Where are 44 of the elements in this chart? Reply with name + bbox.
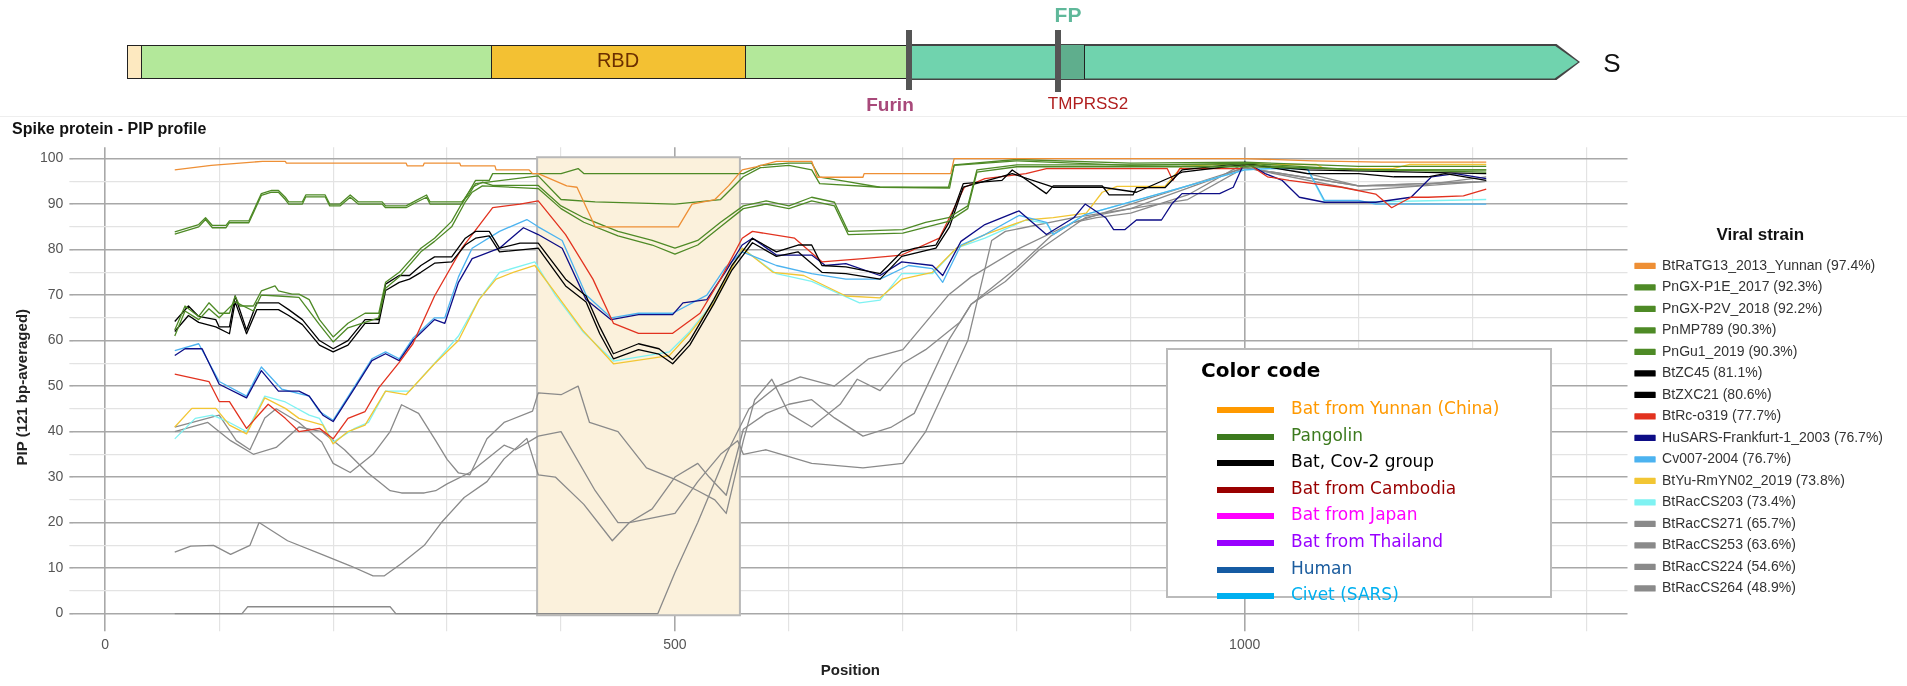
annotation: Pangolin — [1291, 424, 1364, 445]
annotation: Civet (SARS) — [1291, 584, 1399, 605]
legend-title: Viral strain — [1716, 225, 1805, 245]
x-axis-title: Position — [820, 661, 881, 679]
x-tick-label: 0 — [101, 636, 110, 653]
legend-label: BtRacCS224 (54.6%) — [1662, 557, 1796, 574]
annotation: Bat from Thailand — [1291, 531, 1444, 551]
y-tick-label: 90 — [47, 194, 64, 211]
y-tick-label: 10 — [47, 558, 64, 575]
y-axis-title: PIP (121 bp-averaged) — [13, 308, 31, 466]
legend-label: BtRacCS253 (63.6%) — [1662, 536, 1796, 553]
legend-label: BtZC45 (81.1%) — [1662, 364, 1763, 381]
y-tick-label: 100 — [40, 149, 64, 166]
legend-label: Cv007-2004 (76.7%) — [1662, 450, 1792, 467]
annotation: Bat from Yunnan (China) — [1291, 398, 1500, 418]
legend-label: PnGX-P2V_2018 (92.2%) — [1662, 299, 1823, 316]
legend-label: BtRacCS264 (48.9%) — [1662, 579, 1796, 596]
annotation: Bat, Cov-2 group — [1291, 451, 1435, 472]
y-tick-label: 50 — [47, 376, 64, 393]
legend-label: BtRacCS271 (65.7%) — [1662, 514, 1796, 531]
y-tick-label: 30 — [47, 467, 64, 484]
annotation: Bat from Cambodia — [1291, 477, 1457, 498]
y-tick-label: 40 — [47, 422, 64, 439]
legend-label: BtYu-RmYN02_2019 (73.8%) — [1662, 471, 1845, 488]
annotation: Bat from Japan — [1291, 504, 1418, 525]
y-tick-label: 80 — [47, 240, 64, 257]
chart-title: Spike protein - PIP profile — [12, 120, 207, 138]
legend-label: HuSARS-Frankfurt-1_2003 (76.7%) — [1662, 428, 1884, 445]
legend-label: PnMP789 (90.3%) — [1662, 321, 1777, 338]
x-tick-label: 1000 — [1229, 636, 1261, 653]
legend-label: PnGX-P1E_2017 (92.3%) — [1662, 278, 1823, 295]
annotation: Human — [1291, 557, 1353, 578]
y-tick-label: 20 — [47, 513, 64, 530]
legend-label: BtZXC21 (80.6%) — [1662, 385, 1772, 402]
x-tick-label: 500 — [663, 636, 687, 653]
legend-label: BtRacCS203 (73.4%) — [1662, 493, 1796, 510]
y-tick-label: 0 — [55, 604, 64, 621]
annotation: Color code — [1201, 358, 1321, 382]
protein-domain-diagram: RBD FP Furin TMPRSS2 S — [120, 0, 1635, 118]
legend-label: BtRc-o319 (77.7%) — [1662, 407, 1782, 424]
legend-label: PnGu1_2019 (90.3%) — [1662, 342, 1798, 359]
y-tick-label: 70 — [47, 285, 64, 302]
y-tick-label: 60 — [47, 331, 64, 348]
legend-label: BtRaTG13_2013_Yunnan (97.4%) — [1662, 256, 1876, 273]
